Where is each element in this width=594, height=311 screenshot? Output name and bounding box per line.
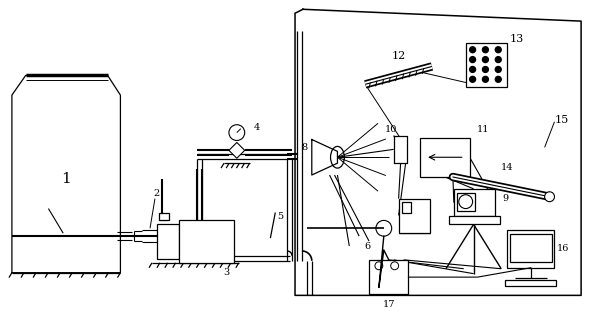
Bar (454, 189, 495, 216)
Circle shape (470, 47, 476, 53)
Bar (507, 230, 554, 268)
Text: 12: 12 (391, 51, 406, 61)
Polygon shape (12, 75, 121, 273)
Circle shape (495, 67, 501, 72)
Text: 11: 11 (477, 125, 489, 134)
Circle shape (482, 57, 488, 63)
Circle shape (470, 57, 476, 63)
Circle shape (495, 77, 501, 82)
Text: 16: 16 (557, 244, 570, 253)
Bar (159, 212, 169, 220)
Bar (505, 280, 557, 285)
Bar (449, 216, 500, 224)
Text: 14: 14 (501, 163, 513, 172)
Circle shape (482, 47, 488, 53)
Text: 9: 9 (502, 194, 508, 203)
Circle shape (495, 57, 501, 63)
Bar (466, 43, 507, 87)
Polygon shape (229, 142, 245, 158)
Bar (421, 137, 470, 177)
Text: 3: 3 (223, 268, 229, 277)
Text: 1: 1 (61, 172, 71, 186)
Text: 6: 6 (364, 242, 370, 251)
Polygon shape (312, 140, 337, 175)
Circle shape (545, 192, 554, 202)
Text: 17: 17 (383, 300, 395, 309)
Bar (457, 193, 475, 211)
Text: 8: 8 (302, 143, 308, 152)
Text: 4: 4 (254, 123, 260, 132)
Text: 5: 5 (277, 212, 283, 221)
Text: 2: 2 (154, 189, 160, 198)
Bar (402, 202, 412, 213)
Bar (369, 260, 409, 295)
Circle shape (495, 47, 501, 53)
Bar (179, 220, 234, 263)
Polygon shape (394, 136, 407, 163)
Circle shape (470, 67, 476, 72)
Text: 10: 10 (384, 125, 397, 134)
Text: 15: 15 (554, 115, 568, 125)
Bar (510, 234, 551, 262)
Circle shape (470, 77, 476, 82)
Text: 13: 13 (510, 34, 524, 44)
Bar (399, 199, 430, 233)
Circle shape (482, 77, 488, 82)
Circle shape (482, 67, 488, 72)
Bar (157, 224, 179, 259)
